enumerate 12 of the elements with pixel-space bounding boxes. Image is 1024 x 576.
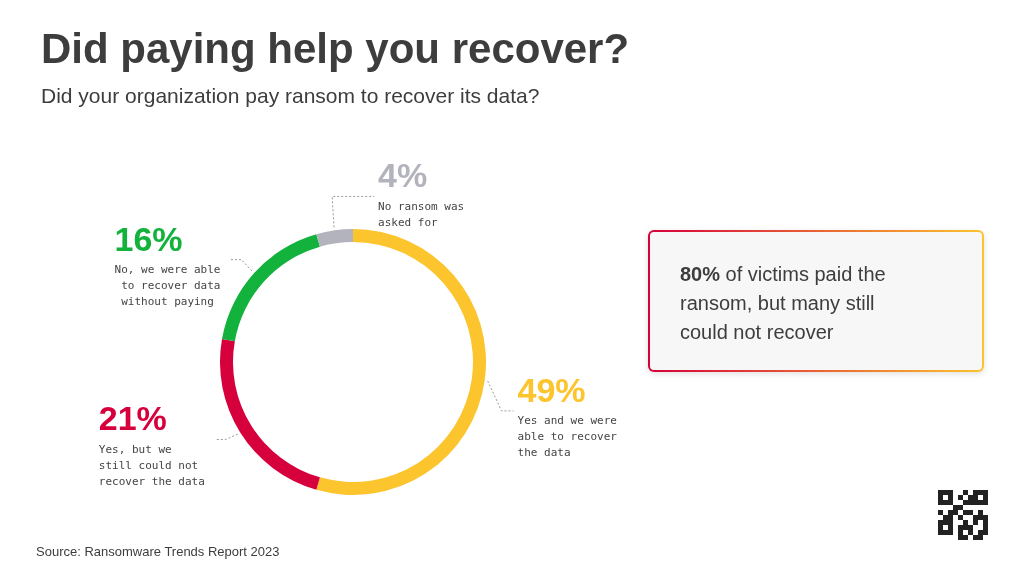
slice-label: No ransom was asked for [378,199,471,229]
text: 80% of victims paid the ransom, but many still could not recover [648,230,984,372]
data-label: 16% [114,219,183,258]
slice-label: Yes, but we still could not recover the data [98,442,205,488]
chart-title: Did paying help you recover? [41,24,630,72]
data-label: 21% [98,399,167,438]
source-note: Source: Ransomware Trends Report 2023 [36,544,280,559]
slice-label: Yes and we were able to recover the data [517,414,624,460]
slice-label: No, we were able to recover data without paying [114,263,221,309]
data-label: 4% [378,156,428,195]
data-label: 49% [517,370,586,409]
chart-subtitle: Did your organization pay ransom to recover its data? [41,84,540,107]
